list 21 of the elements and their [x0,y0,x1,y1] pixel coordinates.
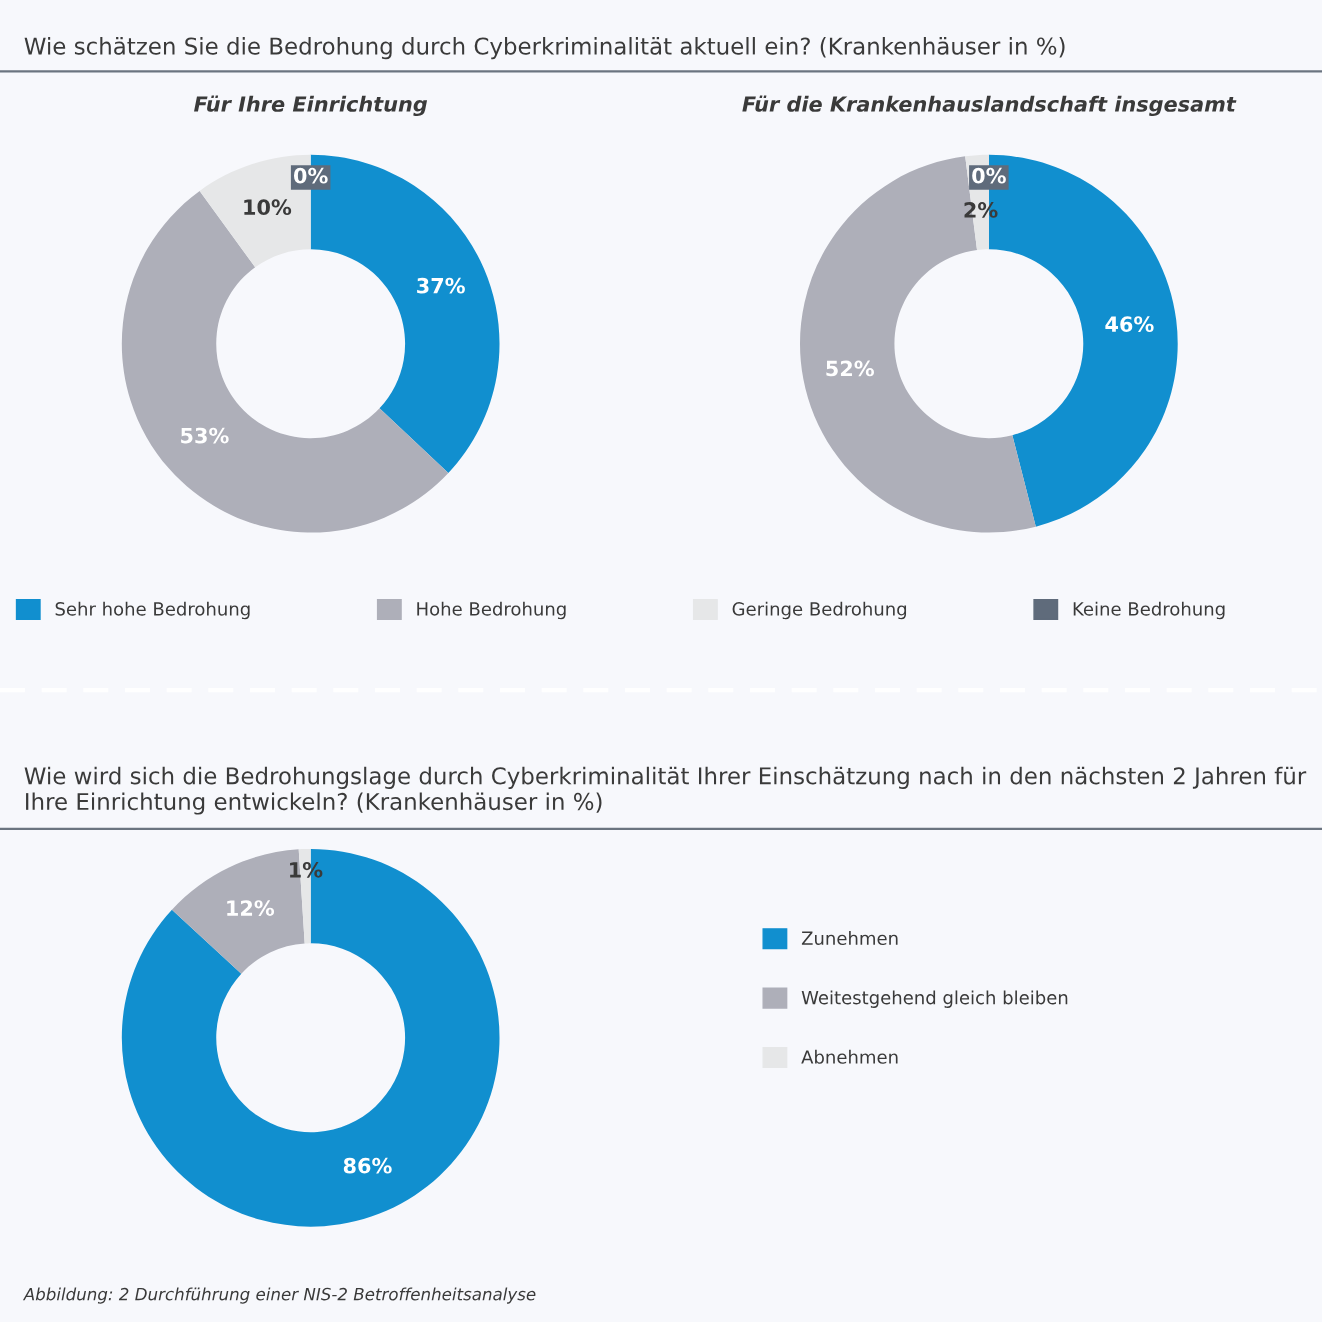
data-label: 12% [227,900,275,916]
chart-subtitle: Für Ihre Einrichtung [194,95,428,117]
text: 0% [972,167,1006,184]
chart-title: Wie wird sich die Bedrohungslage durch Cyberkriminalität Ihrer Einschätzung nach in den nächsten 2 Jahren für Ihre Einrichtung entwickeln? (Krankenhäuser in %) [24,766,1307,815]
data-label: 86% [343,1157,392,1174]
data-label: 10% [244,199,292,216]
legend-label: Abnehmen [801,1049,898,1064]
chart-title: Wie schätzen Sie die Bedrohung durch Cyberkriminalität aktuell ein? (Krankenhäuser in %) [24,37,1065,60]
legend-label: Zunehmen [801,931,898,946]
data-label: 52% [826,360,874,377]
legend-label: Geringe Bedrohung [732,601,907,620]
data-label: 46% [1105,316,1154,333]
data-label: 37% [417,277,465,294]
data-label: 53% [181,427,229,444]
legend-label: Hohe Bedrohung [417,601,566,620]
chart-subtitle: Für die Krankenhauslandschaft insgesamt [742,95,1237,117]
text: 0% [293,167,328,184]
legend-label: Keine Bedrohung [1073,601,1225,620]
legend-label: Sehr hohe Bedrohung [55,601,250,620]
legend-label: Weitestgehend gleich bleiben [801,990,1068,1008]
text: Abbildung: 2 Durchführung einer NIS-2 Betroffenheitsanalyse [22,1287,536,1304]
